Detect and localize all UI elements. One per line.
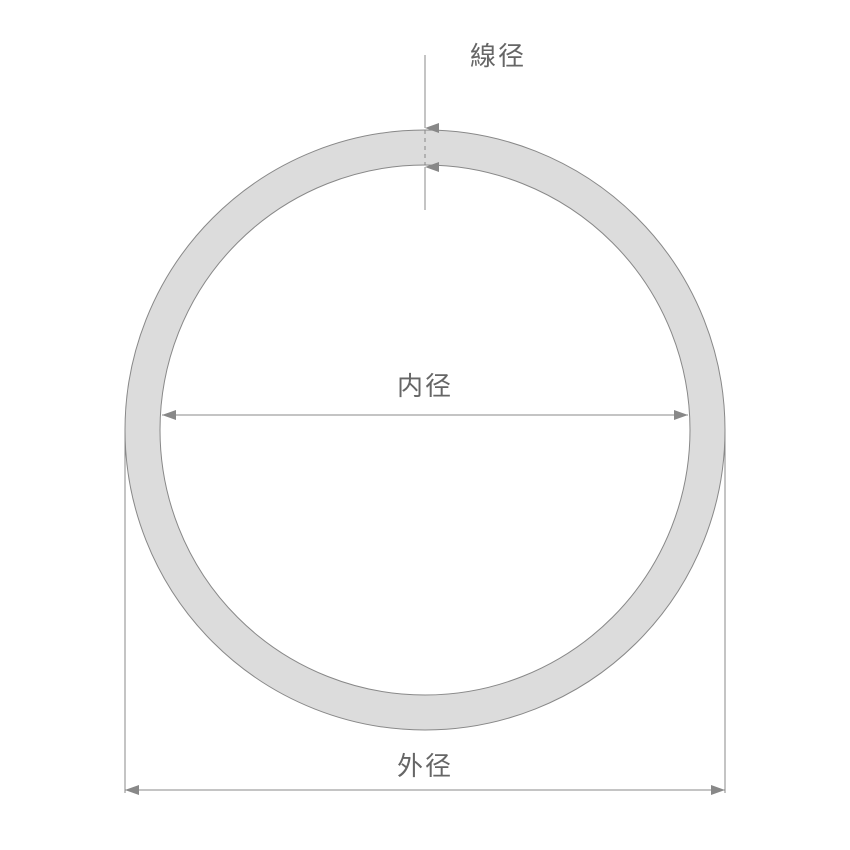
inner-diameter-label: 内径 bbox=[397, 371, 453, 401]
outer-diameter-label: 外径 bbox=[397, 751, 453, 781]
wire-diameter-label: 線径 bbox=[470, 41, 526, 71]
ring-diagram: 線径内径外径 bbox=[0, 0, 850, 850]
